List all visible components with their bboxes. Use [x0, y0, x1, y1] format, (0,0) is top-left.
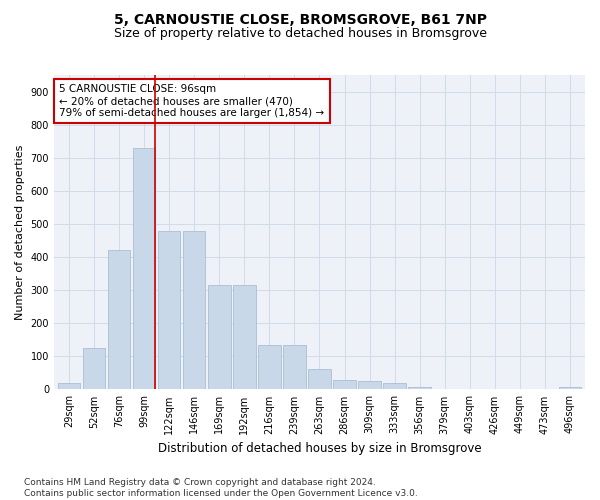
Bar — [308, 368, 331, 390]
Text: Size of property relative to detached houses in Bromsgrove: Size of property relative to detached ho… — [113, 28, 487, 40]
X-axis label: Distribution of detached houses by size in Bromsgrove: Distribution of detached houses by size … — [158, 442, 481, 455]
Text: Contains HM Land Registry data © Crown copyright and database right 2024.
Contai: Contains HM Land Registry data © Crown c… — [24, 478, 418, 498]
Y-axis label: Number of detached properties: Number of detached properties — [15, 144, 25, 320]
Bar — [333, 380, 356, 390]
Bar — [83, 348, 105, 390]
Bar — [358, 381, 381, 390]
Bar — [133, 148, 155, 390]
Bar — [559, 387, 581, 390]
Bar — [258, 344, 281, 390]
Bar — [158, 230, 181, 390]
Bar — [383, 384, 406, 390]
Bar — [108, 250, 130, 390]
Text: 5 CARNOUSTIE CLOSE: 96sqm
← 20% of detached houses are smaller (470)
79% of semi: 5 CARNOUSTIE CLOSE: 96sqm ← 20% of detac… — [59, 84, 325, 117]
Bar — [409, 387, 431, 390]
Bar — [58, 383, 80, 390]
Bar — [183, 230, 205, 390]
Text: 5, CARNOUSTIE CLOSE, BROMSGROVE, B61 7NP: 5, CARNOUSTIE CLOSE, BROMSGROVE, B61 7NP — [113, 12, 487, 26]
Bar — [208, 285, 230, 390]
Bar — [283, 344, 305, 390]
Bar — [233, 285, 256, 390]
